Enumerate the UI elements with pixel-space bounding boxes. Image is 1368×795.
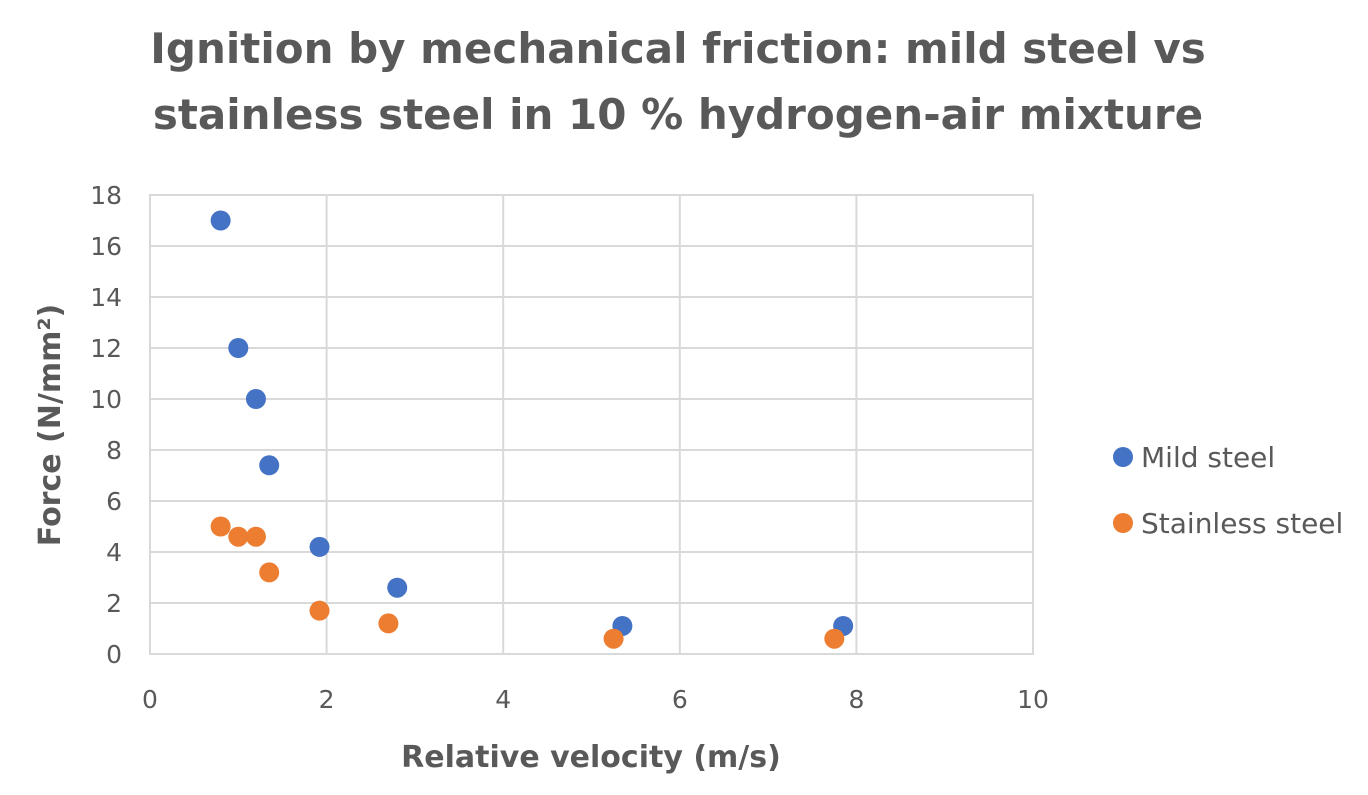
point-stainless-steel — [245, 526, 266, 547]
point-mild-steel — [210, 210, 231, 231]
gridlines — [149, 194, 1034, 655]
point-stainless-steel — [309, 600, 330, 621]
series-stainless-steel — [210, 516, 845, 649]
y-tick-label: 18 — [90, 181, 122, 210]
legend-label-mild-steel: Mild steel — [1141, 441, 1275, 474]
y-tick-label: 4 — [106, 538, 122, 567]
legend-item-mild-steel: Mild steel — [1113, 441, 1275, 474]
y-tick-label: 16 — [90, 232, 122, 261]
x-tick-label: 4 — [495, 685, 511, 714]
y-tick-label: 8 — [106, 436, 122, 465]
chart-title-line-1: Ignition by mechanical friction: mild st… — [150, 24, 1205, 73]
point-mild-steel — [387, 577, 408, 598]
y-tick-label: 10 — [90, 385, 122, 414]
x-tick-label: 6 — [672, 685, 688, 714]
series-mild-steel — [210, 210, 854, 636]
point-mild-steel — [309, 536, 330, 557]
point-stainless-steel — [603, 628, 624, 649]
point-stainless-steel — [228, 526, 249, 547]
point-mild-steel — [228, 338, 249, 358]
point-stainless-steel — [210, 516, 231, 537]
y-tick-label: 2 — [106, 589, 122, 618]
y-tick-label: 0 — [106, 640, 122, 669]
x-axis-ticks: 0 2 4 6 8 10 — [142, 685, 1049, 714]
legend-marker-mild-steel — [1113, 447, 1133, 467]
point-stainless-steel — [259, 562, 280, 583]
y-axis-label: Force (N/mm²) — [33, 304, 68, 546]
point-stainless-steel — [378, 613, 399, 634]
y-axis-ticks: 0 2 4 6 8 10 12 14 16 18 — [90, 181, 122, 669]
x-axis-label: Relative velocity (m/s) — [401, 740, 781, 775]
data-points — [210, 210, 854, 649]
plot-area-border — [149, 194, 1034, 655]
x-tick-label: 8 — [848, 685, 864, 714]
point-mild-steel — [245, 389, 266, 409]
legend-label-stainless-steel: Stainless steel — [1141, 507, 1343, 540]
x-tick-label: 10 — [1017, 685, 1049, 714]
legend-marker-stainless-steel — [1113, 513, 1133, 533]
y-tick-label: 6 — [106, 487, 122, 516]
legend: Mild steel Stainless steel — [1113, 441, 1343, 540]
chart-title-line-2: stainless steel in 10 % hydrogen-air mix… — [153, 90, 1203, 139]
legend-item-stainless-steel: Stainless steel — [1113, 507, 1343, 540]
point-mild-steel — [259, 455, 280, 476]
x-tick-label: 2 — [319, 685, 335, 714]
point-stainless-steel — [824, 628, 845, 649]
x-tick-label: 0 — [142, 685, 158, 714]
y-tick-label: 14 — [90, 283, 122, 312]
y-tick-label: 12 — [90, 334, 122, 363]
